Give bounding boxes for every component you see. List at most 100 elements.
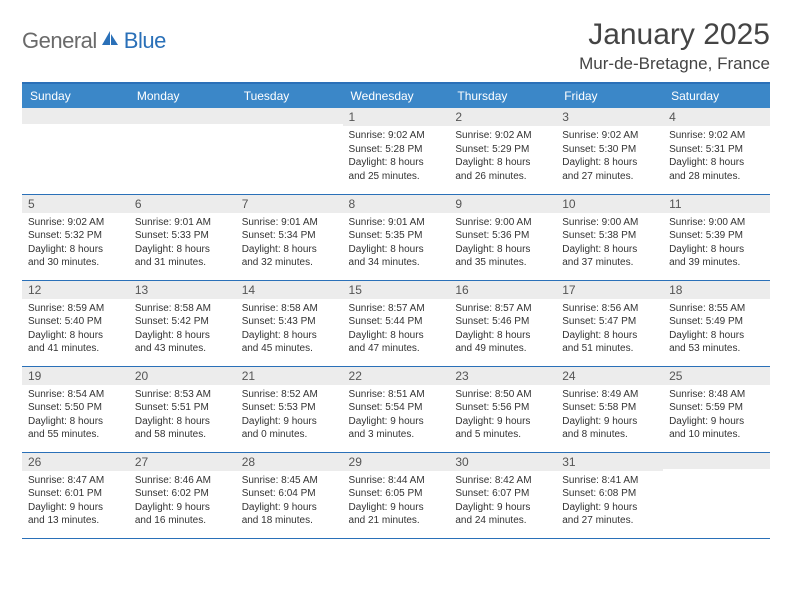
day-number <box>129 108 236 124</box>
day2-line: and 3 minutes. <box>349 428 444 442</box>
day2-line: and 37 minutes. <box>562 256 657 270</box>
sunset-line: Sunset: 6:07 PM <box>455 487 550 501</box>
brand-left: General <box>22 28 97 54</box>
day2-line: and 8 minutes. <box>562 428 657 442</box>
day-number: 29 <box>343 453 450 471</box>
calendar-cell <box>236 108 343 194</box>
day-number <box>236 108 343 124</box>
day-number: 22 <box>343 367 450 385</box>
day1-line: Daylight: 8 hours <box>28 243 123 257</box>
calendar-cell: 25Sunrise: 8:48 AMSunset: 5:59 PMDayligh… <box>663 366 770 452</box>
calendar-row: 1Sunrise: 9:02 AMSunset: 5:28 PMDaylight… <box>22 108 770 194</box>
sunrise-line: Sunrise: 8:45 AM <box>242 474 337 488</box>
weekday-header: Thursday <box>449 83 556 108</box>
day-body: Sunrise: 9:02 AMSunset: 5:30 PMDaylight:… <box>556 126 663 187</box>
calendar-table: Sunday Monday Tuesday Wednesday Thursday… <box>22 82 770 539</box>
day-number <box>663 453 770 469</box>
day-number: 11 <box>663 195 770 213</box>
day-body: Sunrise: 8:55 AMSunset: 5:49 PMDaylight:… <box>663 299 770 360</box>
calendar-cell: 3Sunrise: 9:02 AMSunset: 5:30 PMDaylight… <box>556 108 663 194</box>
calendar-cell: 10Sunrise: 9:00 AMSunset: 5:38 PMDayligh… <box>556 194 663 280</box>
calendar-row: 12Sunrise: 8:59 AMSunset: 5:40 PMDayligh… <box>22 280 770 366</box>
day-body: Sunrise: 8:42 AMSunset: 6:07 PMDaylight:… <box>449 471 556 532</box>
day-body: Sunrise: 9:02 AMSunset: 5:32 PMDaylight:… <box>22 213 129 274</box>
day1-line: Daylight: 8 hours <box>242 243 337 257</box>
day-number: 9 <box>449 195 556 213</box>
day-body: Sunrise: 9:02 AMSunset: 5:29 PMDaylight:… <box>449 126 556 187</box>
calendar-head: Sunday Monday Tuesday Wednesday Thursday… <box>22 83 770 108</box>
day-number: 7 <box>236 195 343 213</box>
day-number: 14 <box>236 281 343 299</box>
day2-line: and 28 minutes. <box>669 170 764 184</box>
day-number: 16 <box>449 281 556 299</box>
sunrise-line: Sunrise: 8:57 AM <box>455 302 550 316</box>
day1-line: Daylight: 9 hours <box>242 415 337 429</box>
calendar-cell: 6Sunrise: 9:01 AMSunset: 5:33 PMDaylight… <box>129 194 236 280</box>
day-body: Sunrise: 9:00 AMSunset: 5:38 PMDaylight:… <box>556 213 663 274</box>
day1-line: Daylight: 8 hours <box>455 243 550 257</box>
location-label: Mur-de-Bretagne, France <box>579 54 770 74</box>
sunrise-line: Sunrise: 8:42 AM <box>455 474 550 488</box>
sunrise-line: Sunrise: 8:47 AM <box>28 474 123 488</box>
day-body: Sunrise: 8:57 AMSunset: 5:46 PMDaylight:… <box>449 299 556 360</box>
day-body: Sunrise: 8:56 AMSunset: 5:47 PMDaylight:… <box>556 299 663 360</box>
sunrise-line: Sunrise: 8:54 AM <box>28 388 123 402</box>
weekday-header: Tuesday <box>236 83 343 108</box>
calendar-cell: 24Sunrise: 8:49 AMSunset: 5:58 PMDayligh… <box>556 366 663 452</box>
calendar-cell: 13Sunrise: 8:58 AMSunset: 5:42 PMDayligh… <box>129 280 236 366</box>
sunset-line: Sunset: 5:44 PM <box>349 315 444 329</box>
sunrise-line: Sunrise: 9:01 AM <box>135 216 230 230</box>
day-number: 15 <box>343 281 450 299</box>
day-number: 4 <box>663 108 770 126</box>
calendar-cell: 15Sunrise: 8:57 AMSunset: 5:44 PMDayligh… <box>343 280 450 366</box>
day2-line: and 16 minutes. <box>135 514 230 528</box>
sunrise-line: Sunrise: 8:50 AM <box>455 388 550 402</box>
weekday-header: Monday <box>129 83 236 108</box>
sunrise-line: Sunrise: 8:58 AM <box>135 302 230 316</box>
sunset-line: Sunset: 5:40 PM <box>28 315 123 329</box>
title-block: January 2025 Mur-de-Bretagne, France <box>579 18 770 74</box>
day1-line: Daylight: 9 hours <box>562 415 657 429</box>
calendar-cell: 1Sunrise: 9:02 AMSunset: 5:28 PMDaylight… <box>343 108 450 194</box>
day1-line: Daylight: 8 hours <box>135 415 230 429</box>
sunset-line: Sunset: 5:33 PM <box>135 229 230 243</box>
brand-right: Blue <box>124 28 166 54</box>
day1-line: Daylight: 8 hours <box>349 329 444 343</box>
sunrise-line: Sunrise: 9:01 AM <box>242 216 337 230</box>
sunset-line: Sunset: 5:58 PM <box>562 401 657 415</box>
day-body: Sunrise: 8:46 AMSunset: 6:02 PMDaylight:… <box>129 471 236 532</box>
sunset-line: Sunset: 5:35 PM <box>349 229 444 243</box>
day1-line: Daylight: 8 hours <box>242 329 337 343</box>
sunset-line: Sunset: 5:46 PM <box>455 315 550 329</box>
calendar-cell: 31Sunrise: 8:41 AMSunset: 6:08 PMDayligh… <box>556 452 663 538</box>
day-number: 6 <box>129 195 236 213</box>
day-body <box>236 124 343 174</box>
sunset-line: Sunset: 5:42 PM <box>135 315 230 329</box>
day-body: Sunrise: 8:47 AMSunset: 6:01 PMDaylight:… <box>22 471 129 532</box>
day1-line: Daylight: 8 hours <box>669 243 764 257</box>
day2-line: and 26 minutes. <box>455 170 550 184</box>
day-number: 27 <box>129 453 236 471</box>
sunrise-line: Sunrise: 8:41 AM <box>562 474 657 488</box>
calendar-cell: 4Sunrise: 9:02 AMSunset: 5:31 PMDaylight… <box>663 108 770 194</box>
sunset-line: Sunset: 5:34 PM <box>242 229 337 243</box>
weekday-header: Wednesday <box>343 83 450 108</box>
header: General Blue January 2025 Mur-de-Bretagn… <box>22 18 770 74</box>
day1-line: Daylight: 8 hours <box>135 329 230 343</box>
day-number: 26 <box>22 453 129 471</box>
calendar-cell: 11Sunrise: 9:00 AMSunset: 5:39 PMDayligh… <box>663 194 770 280</box>
day-body: Sunrise: 8:44 AMSunset: 6:05 PMDaylight:… <box>343 471 450 532</box>
calendar-cell: 20Sunrise: 8:53 AMSunset: 5:51 PMDayligh… <box>129 366 236 452</box>
sunrise-line: Sunrise: 8:55 AM <box>669 302 764 316</box>
day1-line: Daylight: 8 hours <box>455 329 550 343</box>
sunset-line: Sunset: 6:08 PM <box>562 487 657 501</box>
day2-line: and 25 minutes. <box>349 170 444 184</box>
sunset-line: Sunset: 5:47 PM <box>562 315 657 329</box>
day2-line: and 49 minutes. <box>455 342 550 356</box>
sunrise-line: Sunrise: 9:01 AM <box>349 216 444 230</box>
day-body: Sunrise: 8:58 AMSunset: 5:43 PMDaylight:… <box>236 299 343 360</box>
day2-line: and 58 minutes. <box>135 428 230 442</box>
day-body <box>129 124 236 174</box>
sunrise-line: Sunrise: 8:58 AM <box>242 302 337 316</box>
calendar-cell: 16Sunrise: 8:57 AMSunset: 5:46 PMDayligh… <box>449 280 556 366</box>
